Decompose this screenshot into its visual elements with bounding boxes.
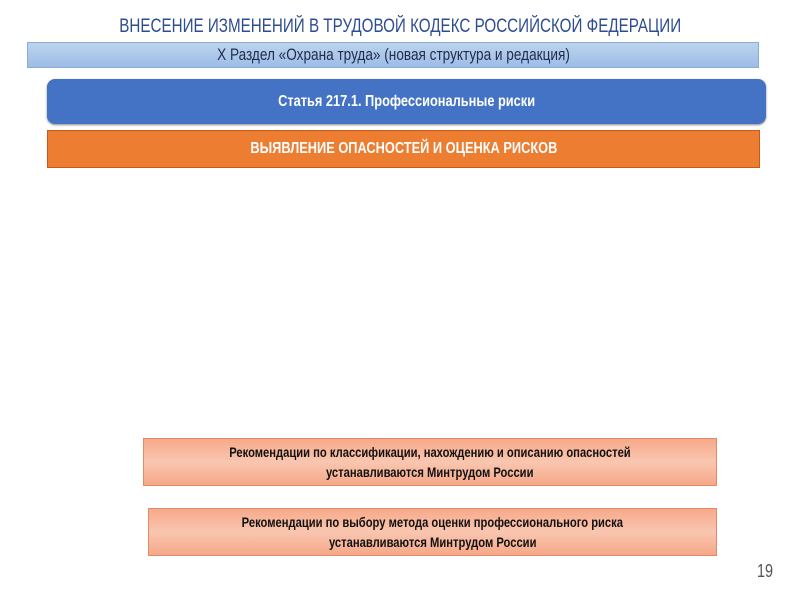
recommendation-box-1: Рекомендации по классификации, нахождени… bbox=[143, 438, 717, 486]
recommendation-box-2: Рекомендации по выбору метода оценки про… bbox=[148, 508, 717, 556]
page-number: 19 bbox=[745, 558, 785, 584]
recommendation-1-line-2: устанавливаются Минтрудом России bbox=[326, 464, 534, 480]
recommendation-2-line-2: устанавливаются Минтрудом России bbox=[328, 534, 537, 550]
recommendation-1-line-1: Рекомендации по классификации, нахождени… bbox=[229, 444, 631, 460]
slide-title: ВНЕСЕНИЕ ИЗМЕНЕНИЙ В ТРУДОВОЙ КОДЕКС РОС… bbox=[0, 14, 800, 40]
article-box-text: Статья 217.1. Профессиональные риски bbox=[278, 92, 535, 110]
section-banner-text: X Раздел «Охрана труда» (новая структура… bbox=[216, 45, 570, 64]
hazard-heading-box: ВЫЯВЛЕНИЕ ОПАСНОСТЕЙ И ОЦЕНКА РИСКОВ bbox=[47, 130, 760, 168]
recommendation-2-line-1: Рекомендации по выбору метода оценки про… bbox=[241, 514, 624, 530]
section-banner: X Раздел «Охрана труда» (новая структура… bbox=[27, 42, 759, 68]
slide-title-text: ВНЕСЕНИЕ ИЗМЕНЕНИЙ В ТРУДОВОЙ КОДЕКС РОС… bbox=[119, 16, 681, 37]
article-box: Статья 217.1. Профессиональные риски bbox=[47, 79, 766, 124]
hazard-heading-text: ВЫЯВЛЕНИЕ ОПАСНОСТЕЙ И ОЦЕНКА РИСКОВ bbox=[250, 140, 557, 157]
page-number-text: 19 bbox=[756, 560, 774, 581]
